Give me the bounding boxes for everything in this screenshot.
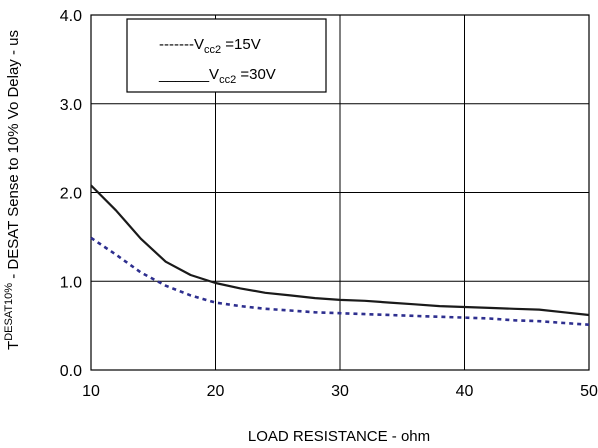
x-axis-title: LOAD RESISTANCE - ohm — [248, 428, 430, 445]
grid — [91, 15, 589, 370]
y-axis-title-rest: - DESAT Sense to 10% Vo Delay - us — [5, 30, 22, 283]
x-tick-label: 40 — [456, 383, 474, 400]
x-axis-ticks: 10 20 30 40 50 — [82, 383, 598, 400]
legend-entry-15v-sub: cc2 — [204, 44, 221, 56]
legend-entry-15v-prefix: -------V — [159, 36, 204, 53]
legend-entry-30v-prefix: ______V — [158, 66, 219, 83]
x-tick-label: 20 — [207, 383, 225, 400]
series-line-30v — [90, 184, 590, 317]
x-tick-label: 10 — [82, 383, 100, 400]
x-tick-label: 30 — [331, 383, 349, 400]
y-tick-label: 1.0 — [60, 274, 82, 291]
y-axis-ticks: 0.0 1.0 2.0 3.0 4.0 — [60, 8, 82, 380]
legend-entry-30v: ______Vcc2 =30V — [158, 66, 276, 86]
y-tick-label: 0.0 — [60, 363, 82, 380]
y-axis-title-superscript: DESAT10% — [3, 283, 15, 341]
legend-entry-15v-suffix: =15V — [221, 36, 261, 53]
series-layer — [90, 184, 590, 326]
legend-box — [126, 18, 327, 93]
x-tick-label: 50 — [580, 383, 598, 400]
series-line-15v — [90, 236, 590, 326]
y-tick-label: 2.0 — [60, 186, 82, 203]
legend-entry-30v-suffix: =30V — [236, 66, 276, 83]
y-tick-label: 3.0 — [60, 97, 82, 114]
y-axis-title: TDESAT10% - DESAT Sense to 10% Vo Delay … — [3, 30, 22, 350]
legend-entry-15v: -------Vcc2 =15V — [159, 36, 261, 56]
plot-frame — [90, 14, 590, 371]
legend: -------Vcc2 =15V ______Vcc2 =30V — [126, 18, 327, 93]
y-tick-label: 4.0 — [60, 8, 82, 25]
legend-entry-30v-sub: cc2 — [219, 74, 236, 86]
y-axis-title-prefix: T — [5, 341, 22, 350]
